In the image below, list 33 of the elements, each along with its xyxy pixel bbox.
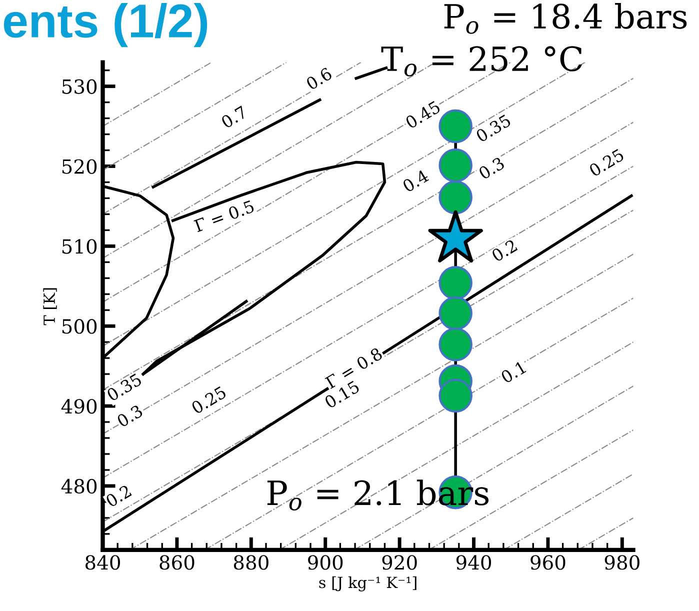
chart-title: ents (1/2): [4, 3, 208, 48]
x-tick-label: 960: [530, 555, 566, 570]
y-tick-label: 500: [62, 319, 97, 334]
annotation: 0.25: [190, 386, 227, 414]
x-tick-label: 920: [382, 555, 417, 570]
y-tick-label: 530: [62, 79, 97, 94]
y-tick-label: 480: [61, 478, 97, 494]
text: P$_{o}$ = 18.4 bars: [444, 3, 687, 34]
x-tick-label: 900: [308, 555, 343, 570]
annotation: 0.35: [106, 372, 142, 402]
annotation: 0.3: [116, 404, 144, 428]
annotation: 0.3: [478, 156, 506, 180]
x-tick-label: 980: [604, 555, 640, 570]
x-tick-label: 840: [85, 555, 120, 570]
y-axis-title: T [K]: [43, 288, 57, 326]
x-tick-label: 940: [456, 555, 492, 570]
annotation: 0.1: [500, 360, 526, 384]
annotation: 0.2: [490, 239, 518, 262]
annotation: Γ = 0.5: [194, 200, 255, 232]
annotation: 0.25: [588, 148, 625, 177]
annotation: 0.45: [404, 100, 441, 130]
y-tick-label: 490: [61, 398, 97, 414]
annotation: 0.35: [475, 114, 512, 143]
y-tick-label: 510: [62, 239, 97, 254]
x-axis-title: s [J kg⁻¹ K⁻¹]: [319, 576, 416, 592]
annotation: 0.4: [402, 169, 430, 193]
x-tick-label: 880: [234, 555, 268, 570]
x-tick-label: 860: [160, 555, 194, 570]
annotation: 0.2: [105, 484, 132, 508]
annotation: 0.7: [220, 105, 248, 129]
y-tick-label: 520: [62, 159, 97, 174]
annotation: T$_{o}$ = 252 °C: [381, 46, 582, 76]
annotation: 0.6: [305, 66, 333, 90]
